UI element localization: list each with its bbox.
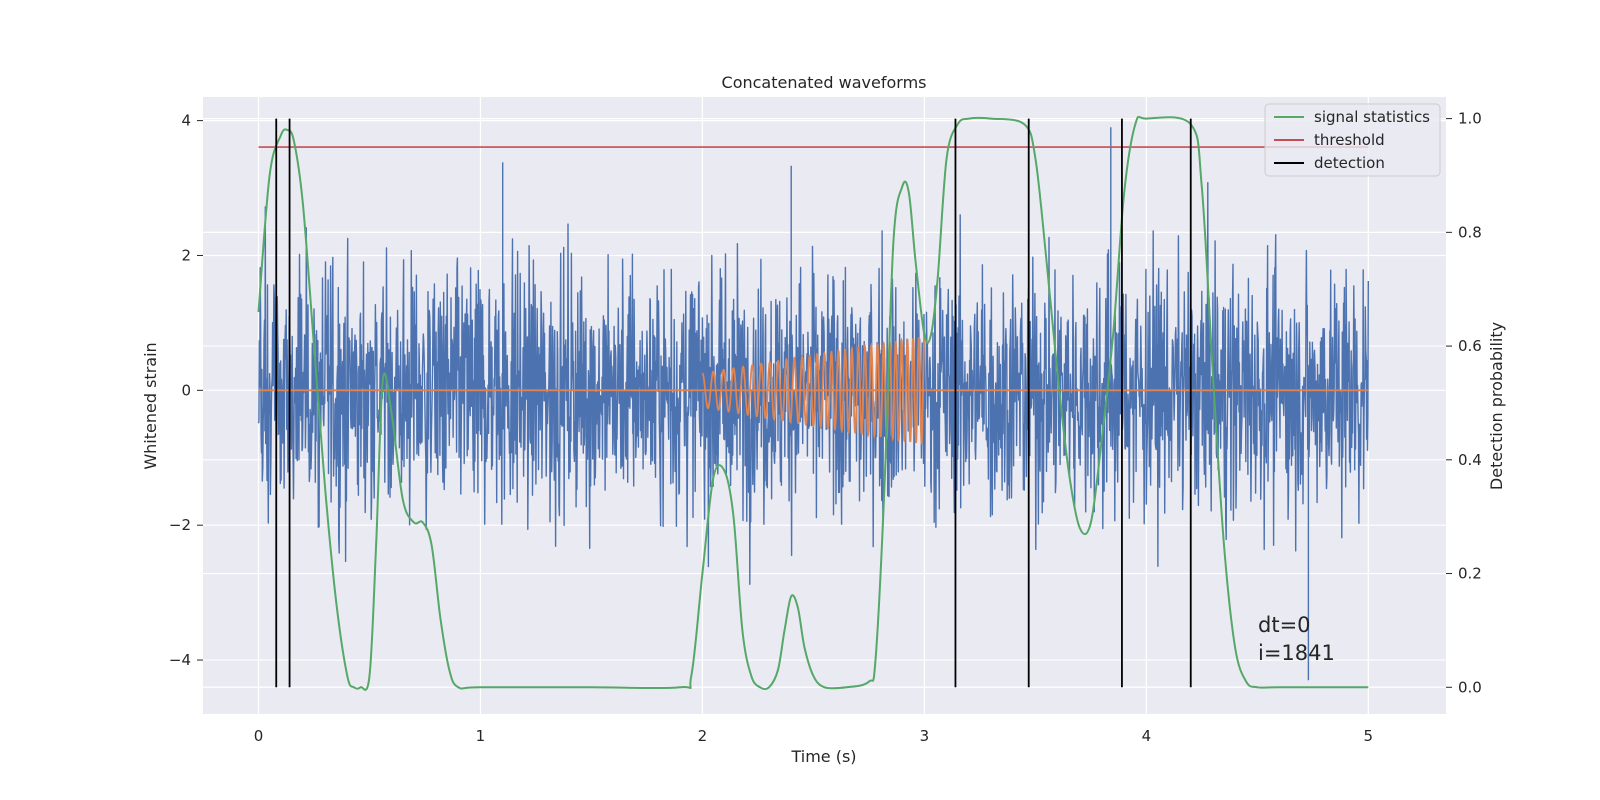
legend-box bbox=[1264, 103, 1441, 177]
y-right-tick-label: 1.0 bbox=[1458, 110, 1482, 128]
y-right-tick-label: 0.2 bbox=[1458, 565, 1482, 583]
detection-series bbox=[275, 118, 1192, 688]
y-right-tick-label: 0.8 bbox=[1458, 223, 1482, 241]
chart-title: Concatenated waveforms bbox=[722, 73, 927, 92]
annotation-dt: dt=0 bbox=[1258, 613, 1311, 637]
y-right-tick-label: 0.0 bbox=[1458, 678, 1482, 696]
y-axis-right-label: Detection probability bbox=[1487, 322, 1506, 490]
x-axis-label: Time (s) bbox=[790, 747, 856, 766]
legend-label-threshold: threshold bbox=[1314, 131, 1385, 149]
x-tick-label: 1 bbox=[476, 727, 486, 745]
y-left-tick-label: 4 bbox=[181, 112, 191, 130]
statistics-series bbox=[257, 115, 1369, 691]
y-left-tick-label: 0 bbox=[181, 381, 191, 399]
y-left-tick-label: −2 bbox=[169, 516, 191, 534]
statistics-line bbox=[257, 115, 1369, 691]
y-axis-left-label: Whitened strain bbox=[141, 342, 160, 469]
legend-label-detection: detection bbox=[1314, 154, 1385, 172]
legend: signal statistics threshold detection bbox=[1264, 103, 1441, 177]
axis-ticks: 0 1 2 3 4 5 −4 −2 0 2 4 0.0 0.2 0.4 0.6 0.8 1.0 bbox=[169, 110, 1482, 745]
y-left-tick-label: −4 bbox=[169, 651, 191, 669]
annotation-index: i=1841 bbox=[1258, 641, 1335, 665]
y-right-tick-label: 0.4 bbox=[1458, 451, 1482, 469]
y-right-tick-label: 0.6 bbox=[1458, 337, 1482, 355]
strain-series bbox=[257, 127, 1369, 681]
y-left-tick-label: 2 bbox=[181, 246, 191, 264]
x-tick-label: 5 bbox=[1364, 727, 1374, 745]
x-tick-label: 3 bbox=[920, 727, 930, 745]
legend-label-statistics: signal statistics bbox=[1314, 108, 1430, 126]
x-tick-label: 2 bbox=[698, 727, 708, 745]
x-tick-label: 4 bbox=[1142, 727, 1152, 745]
strain-line bbox=[257, 127, 1369, 681]
x-tick-label: 0 bbox=[254, 727, 264, 745]
